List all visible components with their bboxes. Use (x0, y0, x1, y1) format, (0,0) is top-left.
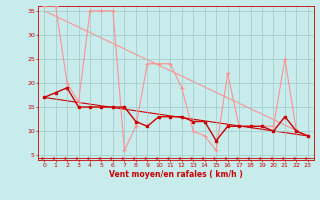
X-axis label: Vent moyen/en rafales ( km/h ): Vent moyen/en rafales ( km/h ) (109, 170, 243, 179)
